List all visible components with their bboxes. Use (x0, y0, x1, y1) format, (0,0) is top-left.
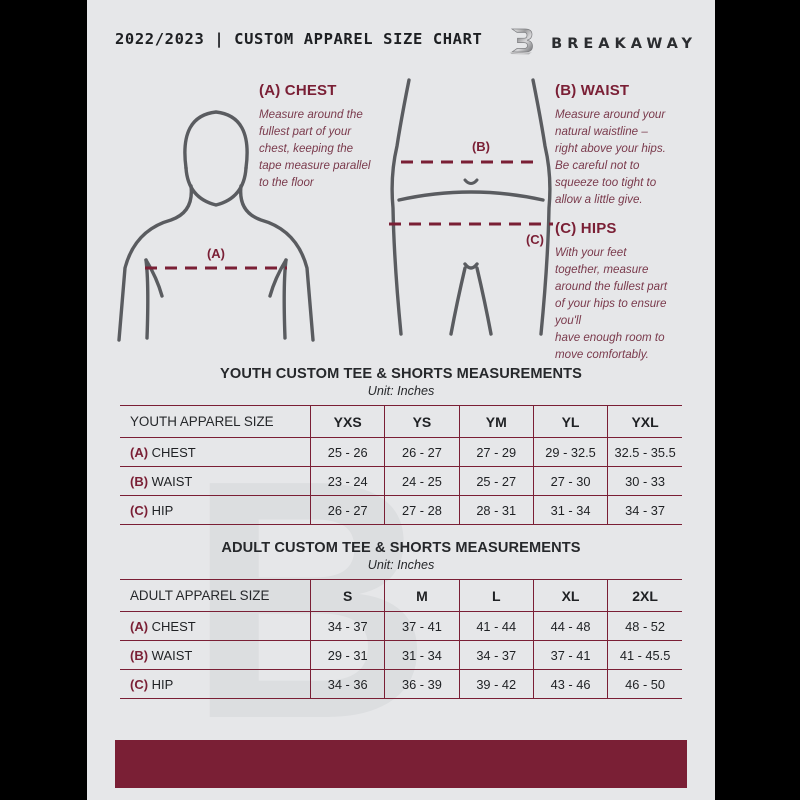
youth-cell-2-1: 27 - 28 (384, 495, 460, 525)
adult-cell-1-2: 34 - 37 (459, 640, 534, 670)
adult-column-header-4: 2XL (607, 579, 682, 612)
lower-body-diagram: (B) (C) (389, 78, 553, 336)
adult-size-table: ADULT APPAREL SIZE S M L XL 2XL (A) CHEST 34 - … (120, 579, 682, 699)
row-tag: (B) (130, 647, 149, 663)
adult-cell-0-1: 37 - 41 (384, 611, 460, 641)
table-row: (B) WAIST 29 - 31 31 - 34 34 - 37 37 - 41 41 … (120, 640, 682, 670)
youth-column-header-1: YS (384, 405, 460, 438)
callout-waist: (B) WAIST Measure around your natural wa… (555, 82, 707, 208)
breakaway-b-logo-icon (505, 24, 539, 63)
youth-cell-0-3: 29 - 32.5 (533, 437, 609, 467)
adult-row-label-1: (B) WAIST (120, 640, 311, 670)
callout-waist-title: (B) WAIST (555, 82, 630, 99)
page-header: 2022/2023 | CUSTOM APPAREL SIZE CHART (87, 0, 715, 70)
row-label-text: CHEST (148, 618, 196, 634)
youth-cell-2-3: 31 - 34 (533, 495, 609, 525)
youth-table-unit: Unit: Inches (367, 384, 435, 398)
row-label-text: HIP (148, 676, 174, 692)
youth-cell-2-0: 26 - 27 (310, 495, 386, 525)
youth-apparel-size-header: YOUTH APPAREL SIZE (120, 405, 311, 438)
callout-chest: (A) CHEST Measure around the fullest par… (259, 82, 409, 191)
chest-measure-label: (A) (207, 246, 225, 261)
adult-cell-2-1: 36 - 39 (384, 669, 460, 699)
callout-waist-body: Measure around your natural waistline – … (555, 108, 666, 207)
youth-row-label-2: (C) HIP (120, 495, 311, 525)
page-title: 2022/2023 | CUSTOM APPAREL SIZE CHART (115, 30, 483, 48)
callout-chest-body: Measure around the fullest part of your … (259, 108, 371, 190)
table-row: (C) HIP 34 - 36 36 - 39 39 - 42 43 - 46 46 - … (120, 669, 682, 699)
youth-column-header-0: YXS (310, 405, 386, 438)
youth-cell-1-2: 25 - 27 (459, 466, 534, 496)
youth-column-header-4: YXL (607, 405, 682, 438)
adult-cell-2-2: 39 - 42 (459, 669, 534, 699)
youth-cell-1-0: 23 - 24 (310, 466, 386, 496)
brand-lockup: BREAKAWAY (505, 24, 697, 63)
adult-column-header-0: S (310, 579, 386, 612)
upper-body-diagram: (A) (117, 110, 315, 342)
row-tag: (B) (130, 473, 149, 489)
youth-table-title: YOUTH CUSTOM TEE & SHORTS MEASUREMENTS (220, 366, 582, 382)
row-label-text: WAIST (148, 473, 193, 489)
adult-apparel-size-header: ADULT APPAREL SIZE (120, 579, 311, 612)
youth-column-header-3: YL (533, 405, 609, 438)
adult-table-header-row: ADULT APPAREL SIZE S M L XL 2XL (120, 579, 682, 612)
adult-cell-2-4: 46 - 50 (607, 669, 682, 699)
adult-column-header-2: L (459, 579, 534, 612)
row-label-text: CHEST (148, 444, 196, 460)
measurement-illustrations: (A) (87, 70, 715, 366)
adult-cell-1-3: 37 - 41 (533, 640, 609, 670)
youth-size-table: YOUTH APPAREL SIZE YXS YS YM YL YXL (A) CHEST 2… (120, 405, 682, 525)
youth-cell-2-2: 28 - 31 (459, 495, 534, 525)
youth-cell-0-4: 32.5 - 35.5 (607, 437, 682, 467)
table-row: (B) WAIST 23 - 24 24 - 25 25 - 27 27 - 30 30 … (120, 466, 682, 496)
youth-table-header-row: YOUTH APPAREL SIZE YXS YS YM YL YXL (120, 405, 682, 438)
callout-hips: (C) HIPS With your feet together, measur… (555, 220, 707, 363)
youth-cell-1-4: 30 - 33 (607, 466, 682, 496)
adult-cell-2-3: 43 - 46 (533, 669, 609, 699)
size-chart-page: B 2022/2023 | CUSTOM APPAREL SIZE CHART (87, 0, 715, 800)
youth-cell-0-0: 25 - 26 (310, 437, 386, 467)
callout-hips-body: With your feet together, measure around … (555, 246, 668, 362)
adult-row-label-2: (C) HIP (120, 669, 311, 699)
youth-cell-1-3: 27 - 30 (533, 466, 609, 496)
row-tag: (A) (130, 444, 149, 460)
youth-cell-0-1: 26 - 27 (384, 437, 460, 467)
adult-cell-0-0: 34 - 37 (310, 611, 386, 641)
row-label-text: WAIST (148, 647, 193, 663)
adult-column-header-1: M (384, 579, 460, 612)
adult-table-title: ADULT CUSTOM TEE & SHORTS MEASUREMENTS (221, 540, 581, 556)
youth-cell-0-2: 27 - 29 (459, 437, 534, 467)
row-tag: (A) (130, 618, 149, 634)
youth-row-label-1: (B) WAIST (120, 466, 311, 496)
table-row: (A) CHEST 34 - 37 37 - 41 41 - 44 44 - 48 48 … (120, 611, 682, 641)
youth-cell-2-4: 34 - 37 (607, 495, 682, 525)
adult-table-unit: Unit: Inches (367, 558, 435, 572)
table-row: (A) CHEST 25 - 26 26 - 27 27 - 29 29 - 32.5 3… (120, 437, 682, 467)
youth-measurements-section: YOUTH CUSTOM TEE & SHORTS MEASUREMENTS U… (87, 366, 715, 525)
adult-column-header-3: XL (533, 579, 609, 612)
adult-cell-0-4: 48 - 52 (607, 611, 682, 641)
adult-cell-0-2: 41 - 44 (459, 611, 534, 641)
youth-column-header-2: YM (459, 405, 534, 438)
hips-measure-label: (C) (526, 232, 544, 247)
callout-chest-title: (A) CHEST (259, 82, 337, 99)
adult-cell-1-1: 31 - 34 (384, 640, 460, 670)
adult-cell-2-0: 34 - 36 (310, 669, 386, 699)
youth-cell-1-1: 24 - 25 (384, 466, 460, 496)
waist-measure-label: (B) (472, 139, 490, 154)
table-row: (C) HIP 26 - 27 27 - 28 28 - 31 31 - 34 34 - … (120, 495, 682, 525)
footer-bar (115, 740, 687, 788)
youth-row-label-0: (A) CHEST (120, 437, 311, 467)
adult-cell-1-4: 41 - 45.5 (607, 640, 682, 670)
row-tag: (C) (130, 502, 149, 518)
adult-row-label-0: (A) CHEST (120, 611, 311, 641)
adult-measurements-section: ADULT CUSTOM TEE & SHORTS MEASUREMENTS U… (87, 540, 715, 699)
adult-cell-0-3: 44 - 48 (533, 611, 609, 641)
adult-cell-1-0: 29 - 31 (310, 640, 386, 670)
brand-name: BREAKAWAY (551, 35, 697, 52)
row-tag: (C) (130, 676, 149, 692)
row-label-text: HIP (148, 502, 174, 518)
callout-hips-title: (C) HIPS (555, 220, 617, 237)
